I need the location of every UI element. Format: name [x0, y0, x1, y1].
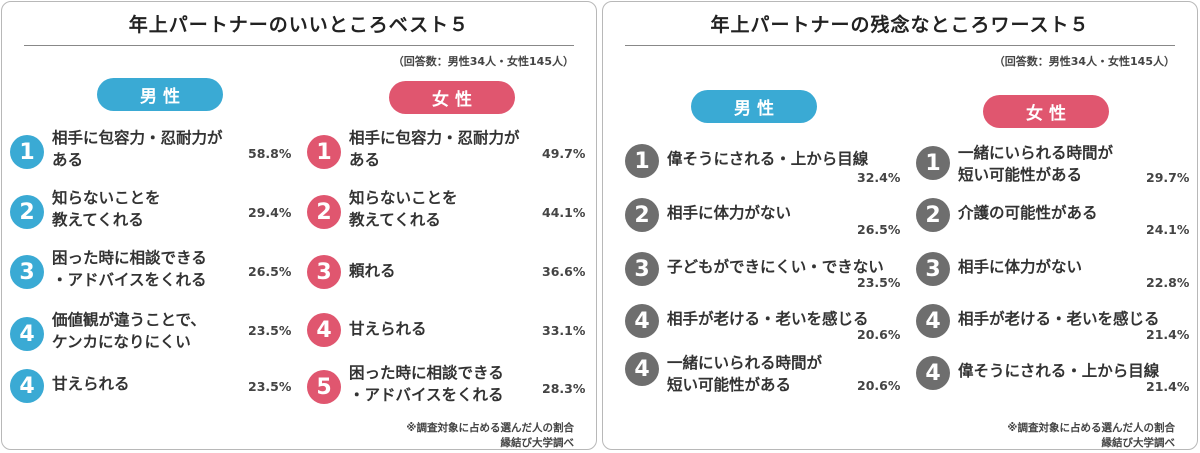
- item-percent: 21.4%: [1146, 327, 1190, 342]
- worst-note: ※調査対象に占める選んだ人の割合: [1007, 422, 1175, 434]
- item-label: 困った時に相談できる ・アドバイスをくれる: [349, 364, 504, 404]
- rank-badge: 3: [625, 252, 659, 286]
- worst-panel: 年上パートナーの残念なところワースト５ （回答数：男性34人・女性145人） 男…: [602, 1, 1198, 450]
- item-percent: 23.5%: [248, 379, 292, 394]
- item-percent: 20.6%: [857, 327, 901, 342]
- best-title: 年上パートナーのいいところベスト５: [128, 14, 470, 36]
- rank-badge: 4: [625, 352, 659, 386]
- item-label: 偉そうにされる・上から目線: [667, 150, 869, 168]
- item-percent: 26.5%: [857, 222, 901, 237]
- item-percent: 58.8%: [248, 146, 292, 161]
- item-label: 相手が老ける・老いを感じる: [667, 310, 869, 328]
- item-percent: 24.1%: [1146, 222, 1190, 237]
- rank-badge: 1: [307, 135, 341, 169]
- item-label: 相手に体力がない: [667, 204, 792, 222]
- item-label: 相手に包容力・忍耐力が ある: [52, 129, 223, 169]
- worst-female-pill: 女性: [983, 95, 1109, 128]
- item-label: 価値観が違うことで、 ケンカになりにくい: [52, 311, 206, 351]
- item-label: 甘えられる: [349, 320, 427, 338]
- rank-badge: 3: [10, 255, 44, 289]
- best-title-rule: [24, 45, 574, 46]
- rank-badge: 2: [916, 198, 950, 232]
- rank-badge: 4: [10, 369, 44, 403]
- rank-badge: 2: [307, 195, 341, 229]
- best-note: ※調査対象に占める選んだ人の割合: [406, 422, 574, 434]
- item-percent: 32.4%: [857, 170, 901, 185]
- rank-badge: 5: [307, 370, 341, 404]
- item-label: 一緒にいられる時間が 短い可能性がある: [667, 354, 823, 394]
- rank-badge: 4: [307, 313, 341, 347]
- item-label: 子どもができにくい・できない: [667, 258, 884, 276]
- best-female-pill: 女性: [389, 81, 515, 114]
- rank-badge: 3: [307, 255, 341, 289]
- item-label: 知らないことを 教えてくれる: [52, 189, 161, 229]
- item-label: 相手に包容力・忍耐力が ある: [349, 129, 520, 169]
- item-percent: 23.5%: [857, 275, 901, 290]
- item-percent: 20.6%: [857, 378, 901, 393]
- item-percent: 28.3%: [542, 381, 586, 396]
- item-label: 介護の可能性がある: [958, 204, 1098, 222]
- rank-badge: 4: [916, 356, 950, 390]
- item-label: 相手が老ける・老いを感じる: [958, 310, 1160, 328]
- rank-badge: 4: [625, 304, 659, 338]
- best-source: 縁結び大学調べ: [500, 437, 575, 449]
- item-percent: 29.7%: [1146, 170, 1190, 185]
- worst-title-rule: [625, 45, 1175, 46]
- worst-title: 年上パートナーの残念なところワースト５: [710, 14, 1090, 36]
- rank-badge: 3: [916, 252, 950, 286]
- item-percent: 22.8%: [1146, 275, 1190, 290]
- worst-male-pill: 男性: [691, 90, 817, 123]
- item-percent: 33.1%: [542, 323, 586, 338]
- item-percent: 36.6%: [542, 264, 586, 279]
- rank-badge: 1: [916, 146, 950, 180]
- item-label: 一緒にいられる時間が 短い可能性がある: [958, 144, 1114, 184]
- rank-badge: 2: [10, 195, 44, 229]
- item-label: 困った時に相談できる ・アドバイスをくれる: [52, 249, 207, 289]
- rank-badge: 4: [916, 304, 950, 338]
- worst-respondents: （回答数：男性34人・女性145人）: [993, 55, 1175, 68]
- item-label: 相手に体力がない: [958, 258, 1083, 276]
- rank-badge: 4: [10, 317, 44, 351]
- best-panel: 年上パートナーのいいところベスト５ （回答数：男性34人・女性145人） 男性 …: [1, 1, 597, 450]
- item-label: 頼れる: [349, 262, 396, 280]
- item-label: 甘えられる: [52, 375, 130, 393]
- worst-source: 縁結び大学調べ: [1101, 437, 1176, 449]
- item-percent: 29.4%: [248, 205, 292, 220]
- best-respondents: （回答数：男性34人・女性145人）: [392, 55, 574, 68]
- rank-badge: 1: [10, 135, 44, 169]
- best-male-pill: 男性: [97, 78, 223, 111]
- item-percent: 23.5%: [248, 323, 292, 338]
- item-percent: 21.4%: [1146, 379, 1190, 394]
- rank-badge: 1: [625, 144, 659, 178]
- rank-badge: 2: [625, 198, 659, 232]
- item-percent: 26.5%: [248, 264, 292, 279]
- item-label: 偉そうにされる・上から目線: [958, 362, 1160, 380]
- item-percent: 49.7%: [542, 146, 586, 161]
- item-label: 知らないことを 教えてくれる: [349, 189, 458, 229]
- item-percent: 44.1%: [542, 205, 586, 220]
